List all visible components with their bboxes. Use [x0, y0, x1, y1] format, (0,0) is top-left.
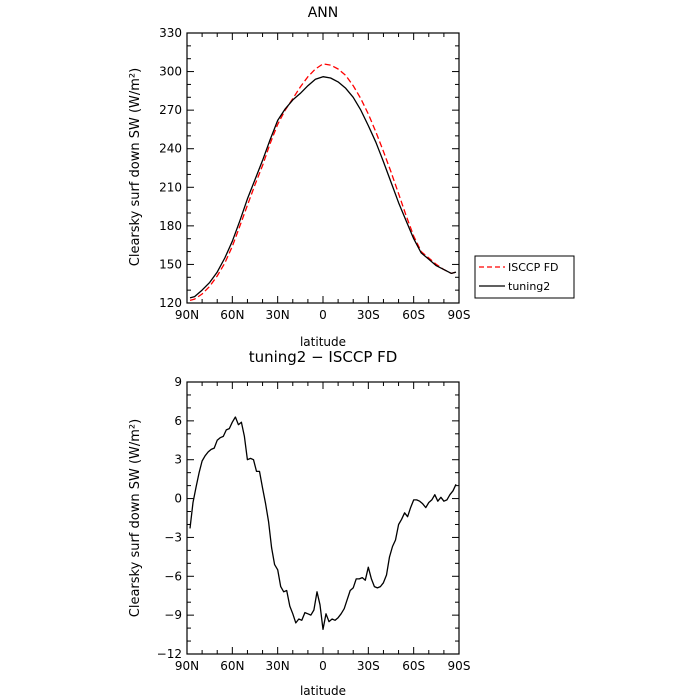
- bottom-x-tick-label: 60S: [402, 659, 425, 673]
- top-y-axis-label: Clearsky surf down SW (W/m²): [128, 68, 143, 266]
- top-x-tick-label: 90N: [175, 308, 199, 322]
- bottom-y-tick-label: −12: [157, 647, 182, 661]
- legend-label-tuning2: tuning2: [508, 280, 550, 293]
- bottom-x-tick-label: 0: [319, 659, 327, 673]
- bottom-y-axis-label: Clearsky surf down SW (W/m²): [128, 419, 143, 617]
- top-x-tick-label: 0: [319, 308, 327, 322]
- bottom-panel: tuning2 − ISCCP FD Clearsky surf down SW…: [128, 348, 470, 698]
- legend-box: [474, 255, 575, 299]
- top-plot-frame: [186, 32, 460, 304]
- bottom-x-axis-label: latitude: [300, 684, 346, 698]
- top-y-tick-label: 240: [159, 142, 182, 156]
- bottom-y-tick-label: 6: [174, 414, 182, 428]
- bottom-series-lines: [189, 416, 457, 631]
- bottom-y-tick-label: 0: [174, 492, 182, 506]
- bottom-y-tick-label: −9: [164, 608, 182, 622]
- top-y-tick-label: 120: [159, 296, 182, 310]
- top-chart-title: ANN: [308, 5, 339, 21]
- top-x-tick-label: 60S: [402, 308, 425, 322]
- legend: ISCCP FD tuning2: [474, 255, 575, 299]
- bottom-y-tick-label: −6: [164, 569, 182, 583]
- top-y-tick-label: 330: [159, 26, 182, 40]
- top-y-tick-label: 150: [159, 257, 182, 271]
- bottom-x-tick-label: 90N: [175, 659, 199, 673]
- top-axes: 90N 60N 30N 0 30S 60S 90S 120 150 180 210 240 270 300…: [159, 26, 470, 322]
- top-y-tick-label: 180: [159, 219, 182, 233]
- top-x-axis-label: latitude: [300, 335, 346, 349]
- top-y-tick-label: 210: [159, 180, 182, 194]
- top-x-tick-label: 90S: [448, 308, 471, 322]
- bottom-plot-frame: [186, 381, 460, 655]
- top-x-tick-label: 30N: [266, 308, 290, 322]
- bottom-series-line-0: [189, 416, 457, 631]
- bottom-y-tick-label: 9: [174, 375, 182, 389]
- bottom-x-tick-label: 30S: [357, 659, 380, 673]
- bottom-x-tick-label: 30N: [266, 659, 290, 673]
- top-series-lines: [189, 63, 457, 302]
- bottom-axes: 90N 60N 30N 0 30S 60S 90S −12 −9 −6 −3 0 3 6 9: [157, 375, 471, 673]
- top-series-line-1: [189, 76, 457, 299]
- bottom-y-tick-label: 3: [174, 453, 182, 467]
- top-series-line-0: [189, 63, 457, 302]
- bottom-chart-title: tuning2 − ISCCP FD: [249, 348, 398, 366]
- top-x-tick-label: 30S: [357, 308, 380, 322]
- top-y-tick-label: 270: [159, 103, 182, 117]
- bottom-x-tick-label: 90S: [448, 659, 471, 673]
- bottom-y-tick-label: −3: [164, 530, 182, 544]
- legend-label-isccp: ISCCP FD: [508, 261, 559, 274]
- top-panel: ANN Clearsky surf down SW (W/m²) latitud…: [128, 5, 470, 349]
- top-y-tick-label: 300: [159, 65, 182, 79]
- bottom-x-tick-label: 60N: [220, 659, 244, 673]
- top-x-tick-label: 60N: [220, 308, 244, 322]
